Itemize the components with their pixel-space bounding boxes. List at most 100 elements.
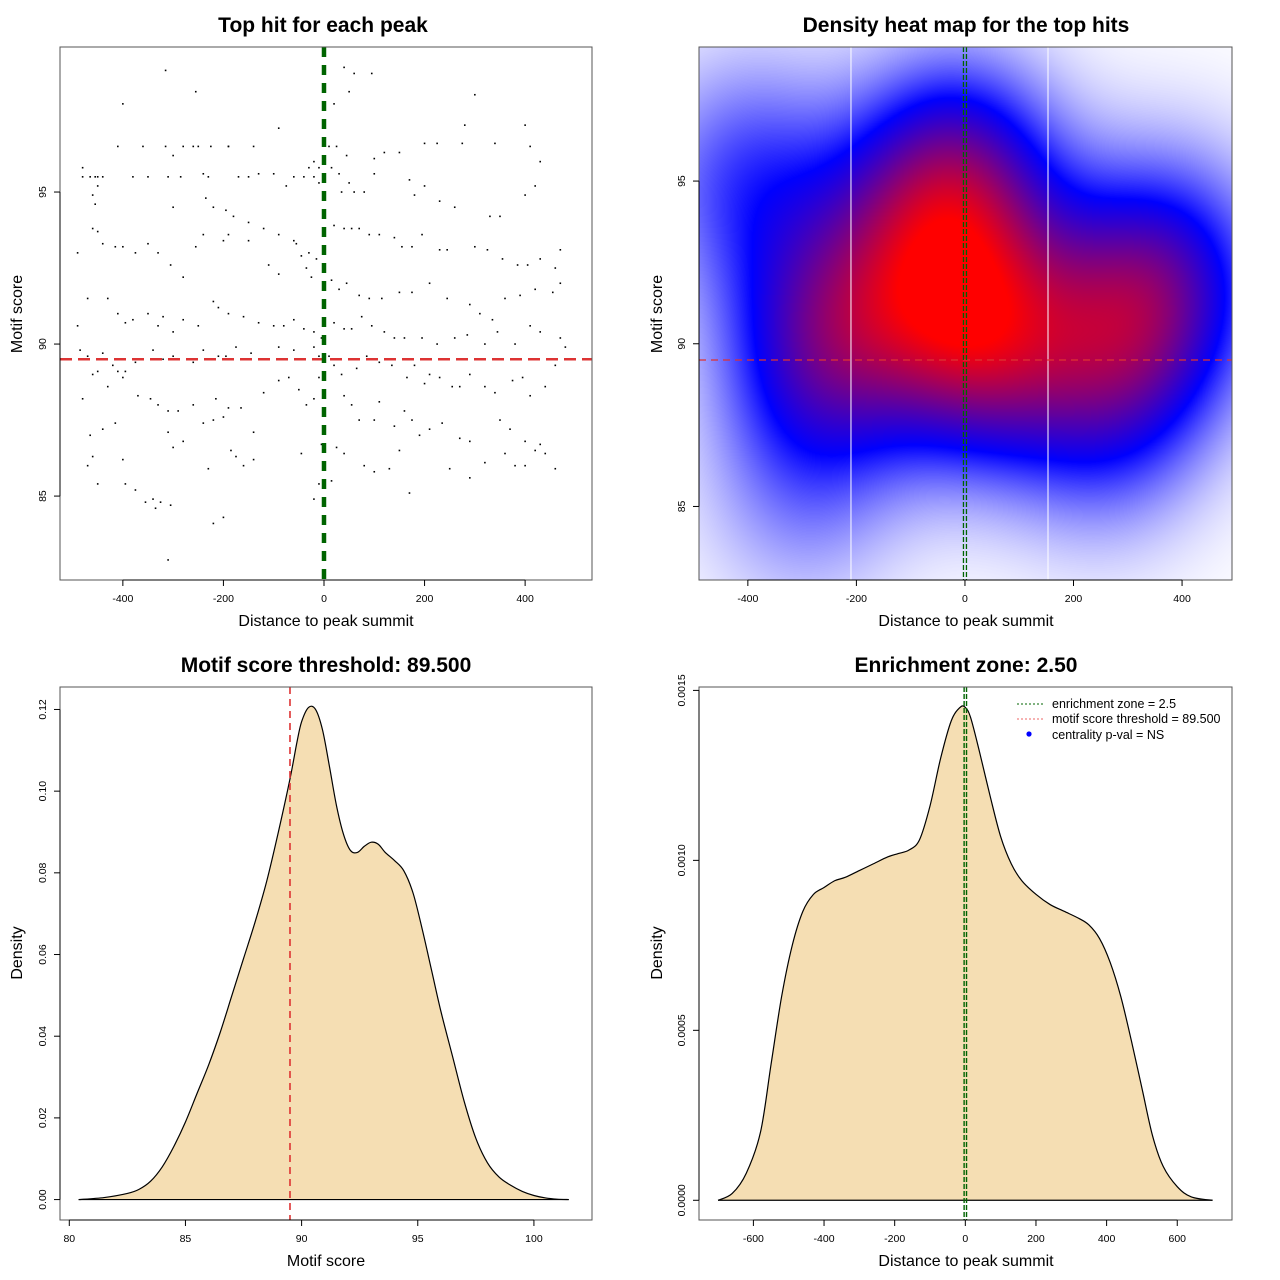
distance-density-panel: Enrichment zone: 2.50 -600 -400 -200 0 200 40… [649, 654, 1233, 1270]
scatter-point [368, 233, 371, 236]
scatter-point [350, 328, 353, 330]
scatter-point [169, 504, 172, 507]
scatter-point [373, 157, 376, 160]
scatter-point [318, 483, 320, 485]
scatter-point [137, 394, 139, 397]
scatter-x-tick-label: 200 [416, 593, 434, 605]
scatter-point [413, 364, 416, 367]
scatter-point [423, 185, 426, 187]
scatter-point [330, 279, 333, 282]
scatter-point [94, 176, 96, 178]
scatter-point [305, 267, 308, 269]
distance-density-x-tick-label: 600 [1168, 1233, 1186, 1245]
scatter-point [79, 349, 81, 351]
scatter-point [247, 176, 250, 178]
distance-density-y-tick-label: 0.0010 [676, 844, 688, 876]
scatter-point [132, 176, 134, 178]
scatter-point [516, 264, 519, 266]
scatter-point [484, 385, 486, 388]
scatter-point [147, 176, 149, 178]
scatter-point [544, 452, 547, 455]
scatter-point [257, 172, 260, 175]
distance-density-x-tick-label: 200 [1027, 1233, 1045, 1245]
scatter-point [134, 361, 137, 364]
scatter-point [172, 331, 174, 333]
scatter-point [252, 145, 255, 148]
scatter-point [529, 325, 531, 327]
scatter-point [162, 358, 164, 361]
scatter-point [277, 379, 280, 382]
scatter-point [411, 419, 413, 421]
scatter-x-tick-label: 0 [321, 593, 327, 605]
distance-density-x-tick-label: -400 [814, 1233, 835, 1245]
scatter-point [272, 172, 275, 175]
scatter-point [202, 172, 205, 175]
scatter-point [152, 498, 154, 500]
distance-density-curve [717, 705, 1213, 1201]
scatter-point [303, 176, 305, 178]
scatter-point [122, 103, 124, 105]
scatter-point [559, 282, 562, 285]
scatter-point [212, 522, 215, 525]
scatter-point [91, 227, 94, 230]
score-density-x-tick-label: 85 [180, 1233, 192, 1245]
scatter-point [446, 297, 448, 300]
scatter-point [564, 346, 567, 348]
scatter-x-tick-label: -400 [112, 593, 133, 605]
scatter-point [318, 355, 320, 358]
scatter-point [343, 394, 345, 397]
scatter-point [509, 428, 511, 430]
scatter-point [378, 361, 381, 364]
scatter-point [232, 215, 235, 218]
scatter-point [458, 385, 461, 388]
scatter-point [313, 331, 315, 333]
scatter-point [335, 446, 338, 449]
scatter-point [164, 145, 167, 148]
scatter-point [461, 142, 464, 145]
scatter-point [514, 464, 516, 467]
scatter-point [438, 249, 441, 251]
scatter-point [436, 142, 438, 145]
scatter-point [350, 227, 353, 230]
scatter-point [122, 245, 124, 248]
distance-density-x-tick-label: 400 [1098, 1233, 1116, 1245]
scatter-point [101, 176, 104, 178]
scatter-point [393, 425, 396, 427]
scatter-point [96, 230, 99, 233]
scatter-point [167, 431, 169, 434]
heatmap-x-tick-label: 400 [1173, 593, 1191, 605]
scatter-point [378, 233, 381, 236]
scatter-point [313, 498, 315, 500]
scatter-point [489, 215, 491, 218]
scatter-point [177, 410, 179, 412]
scatter-point [86, 355, 89, 358]
distance-density-x-tick-label: -600 [743, 1233, 764, 1245]
scatter-point [318, 376, 320, 379]
scatter-point [154, 507, 157, 510]
scatter-point [551, 291, 554, 294]
scatter-y-tick-label: 90 [37, 338, 49, 350]
distance-density-x-tick-label: -200 [884, 1233, 905, 1245]
scatter-point [388, 467, 391, 470]
scatter-point [418, 434, 421, 437]
scatter-point [539, 160, 542, 163]
scatter-point [106, 297, 109, 300]
scatter-point [96, 185, 99, 187]
scatter-point [413, 194, 416, 196]
scatter-point [144, 501, 147, 503]
scatter-point [262, 227, 265, 230]
scatter-point [534, 288, 536, 291]
scatter-point [411, 245, 413, 248]
heatmap-panel: Density heat map for the top hits -400 -2… [649, 14, 1233, 630]
score-density-y-tick-label: 0.12 [37, 699, 49, 720]
scatter-point [262, 391, 265, 394]
scatter-point [277, 273, 280, 275]
scatter-point [293, 318, 295, 321]
scatter-point [293, 239, 295, 242]
heatmap-x-tick-label: 200 [1065, 593, 1083, 605]
scatter-point [167, 559, 169, 561]
scatter-point [96, 370, 99, 373]
scatter-point [222, 416, 225, 418]
scatter-point [463, 124, 466, 126]
scatter-point [81, 166, 84, 169]
